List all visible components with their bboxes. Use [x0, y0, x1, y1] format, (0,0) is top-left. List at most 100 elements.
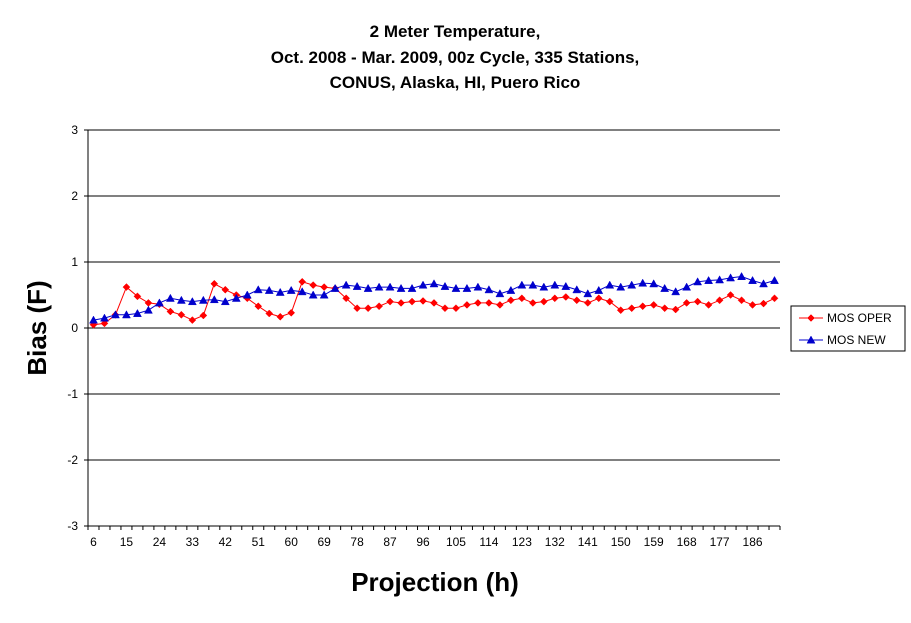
data-point: [198, 295, 208, 304]
data-point: [737, 272, 746, 280]
data-point: [275, 287, 285, 296]
x-tick-label: 132: [545, 535, 565, 549]
data-point: [507, 296, 515, 305]
data-point: [517, 280, 527, 289]
x-tick-label: 150: [611, 535, 631, 549]
data-point: [484, 285, 494, 294]
data-point: [594, 285, 604, 294]
x-tick-label: 141: [578, 535, 598, 549]
data-point: [539, 297, 548, 306]
data-point: [286, 285, 296, 294]
data-point: [605, 297, 614, 306]
data-point: [572, 296, 581, 305]
data-point: [506, 285, 516, 294]
y-axis-ticks: -3 -2 -1 0 1 2 3: [67, 123, 88, 533]
x-tick-label: 96: [416, 535, 430, 549]
x-tick-label: 6: [90, 535, 97, 549]
data-point: [375, 302, 383, 311]
data-point: [550, 294, 559, 303]
data-point: [287, 308, 296, 317]
data-point: [474, 299, 482, 307]
data-point: [770, 294, 779, 303]
data-point: [363, 283, 373, 292]
legend-swatch-marker: [807, 314, 815, 322]
data-point: [154, 298, 164, 307]
data-point: [682, 282, 692, 291]
data-point: [649, 301, 658, 309]
data-point: [462, 283, 472, 292]
data-point: [715, 275, 725, 284]
data-point: [231, 293, 241, 302]
x-tick-label: 168: [677, 535, 697, 549]
x-tick-label: 123: [512, 535, 532, 549]
data-point: [441, 304, 449, 313]
chart-title: 2 Meter Temperature, Oct. 2008 - Mar. 20…: [271, 22, 640, 92]
x-axis-title: Projection (h): [351, 567, 519, 597]
data-point: [627, 280, 637, 289]
y-tick-label: -3: [67, 519, 78, 533]
data-point: [649, 279, 659, 288]
data-point: [693, 277, 703, 286]
series-mos-oper: [89, 277, 779, 329]
x-tick-label: 78: [350, 535, 364, 549]
data-point: [704, 301, 713, 309]
data-point: [616, 306, 625, 315]
x-tick-label: 186: [743, 535, 763, 549]
data-point: [165, 293, 175, 302]
data-point: [264, 285, 274, 294]
data-point: [704, 275, 714, 284]
x-tick-label: 105: [446, 535, 466, 549]
data-point: [660, 283, 670, 292]
data-point: [254, 302, 263, 311]
data-point: [385, 282, 395, 291]
data-point: [397, 299, 405, 307]
data-point: [594, 294, 603, 303]
data-point: [133, 308, 142, 317]
data-point: [748, 301, 757, 309]
x-tick-label: 51: [252, 535, 266, 549]
data-point: [220, 297, 230, 306]
data-point: [210, 279, 219, 288]
data-point: [199, 311, 208, 320]
title-line-1: 2 Meter Temperature,: [370, 22, 541, 41]
data-point: [353, 304, 361, 313]
data-point: [671, 287, 681, 296]
data-point: [572, 285, 582, 294]
data-point: [297, 287, 307, 296]
data-point: [463, 301, 471, 309]
data-point: [748, 275, 757, 284]
data-point: [187, 297, 197, 306]
data-point: [100, 313, 109, 322]
legend-box: [790, 305, 906, 352]
y-tick-label: 3: [71, 123, 78, 137]
data-point: [407, 283, 417, 292]
legend-label: MOS OPER: [827, 311, 892, 325]
data-point: [111, 310, 120, 319]
data-point: [616, 282, 626, 291]
data-point: [408, 297, 416, 306]
data-point: [583, 299, 592, 307]
data-point: [330, 283, 340, 292]
data-point: [242, 290, 252, 299]
data-point: [715, 296, 724, 305]
data-point: [561, 293, 570, 301]
data-point: [122, 310, 131, 319]
data-point: [122, 283, 131, 291]
y-axis-title: Bias (F): [22, 280, 52, 375]
x-tick-label: 177: [710, 535, 730, 549]
data-point: [418, 280, 428, 289]
x-tick-label: 42: [219, 535, 233, 549]
data-point: [396, 283, 406, 292]
data-point: [143, 305, 153, 314]
legend-swatch-marker: [806, 335, 816, 344]
data-point: [638, 302, 647, 311]
data-point: [452, 304, 460, 313]
gridlines: [88, 129, 780, 461]
data-point: [188, 316, 197, 324]
x-tick-label: 87: [383, 535, 397, 549]
x-tick-label: 60: [285, 535, 299, 549]
data-point: [386, 297, 394, 306]
data-point: [419, 297, 427, 305]
data-point: [660, 304, 669, 313]
